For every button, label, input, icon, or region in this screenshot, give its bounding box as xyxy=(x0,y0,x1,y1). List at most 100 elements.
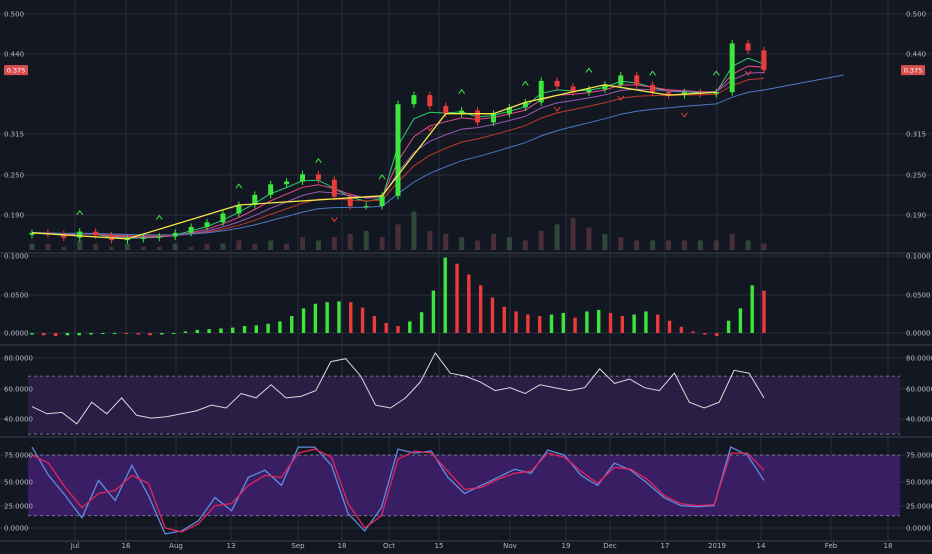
macd-histogram-bar xyxy=(514,311,518,333)
volume-bar xyxy=(411,211,417,250)
macd-histogram-bar xyxy=(537,316,542,333)
time-axis-label: 18 xyxy=(884,542,893,550)
macd-histogram-bar xyxy=(431,290,436,333)
time-axis-label: 17 xyxy=(661,542,670,550)
macd-histogram-bar xyxy=(101,333,105,334)
volume-bar xyxy=(459,237,465,250)
candle xyxy=(347,196,353,207)
fractal-down-marker xyxy=(553,106,561,112)
time-axis[interactable]: Jul 16 Aug 13 Sep 18 Oct 15 Nov 19 Dec 17 2019 14 Feb 1… xyxy=(70,542,893,550)
macd-histogram-bar xyxy=(478,285,483,333)
candle xyxy=(77,231,83,238)
moving-average-line xyxy=(31,74,844,236)
macd-histogram-bar xyxy=(573,317,577,333)
macd-histogram-bar xyxy=(372,316,377,333)
macd-histogram-bar xyxy=(136,333,140,335)
macd-histogram-bar xyxy=(278,321,282,333)
volume-bar xyxy=(93,243,99,250)
volume-bar xyxy=(156,246,162,250)
candle xyxy=(268,184,274,195)
price-tick-label-right: 0.440 xyxy=(906,51,926,59)
candle xyxy=(61,234,67,238)
candle xyxy=(586,89,592,93)
macd-histogram-bar xyxy=(490,297,495,333)
time-axis-label: 18 xyxy=(338,542,347,550)
time-axis-label: 13 xyxy=(227,542,236,550)
candle xyxy=(538,80,544,103)
fractal-up-marker xyxy=(155,214,163,220)
candle xyxy=(379,195,385,207)
macd-histogram-bar xyxy=(502,306,506,333)
time-axis-label: Jul xyxy=(70,542,80,550)
candle xyxy=(236,204,242,214)
volume-bar xyxy=(109,246,115,250)
panel-separators xyxy=(0,252,932,542)
macd-histogram-bar xyxy=(408,321,412,333)
candle xyxy=(140,237,146,239)
time-axis-label: 15 xyxy=(435,542,444,550)
last-price-badge-right: 0.375 xyxy=(901,65,925,76)
time-axis-label: 16 xyxy=(122,542,131,550)
macd-histogram-bar xyxy=(148,333,152,336)
candle xyxy=(729,43,735,93)
macd-histogram-bar xyxy=(171,333,176,334)
volume-bar xyxy=(745,240,751,250)
macd-histogram-bar xyxy=(65,333,70,336)
price-tick-label-right: 0.250 xyxy=(906,172,926,180)
macd-tick-label-left: 0.1000 xyxy=(4,253,29,261)
fractal-up-marker xyxy=(235,183,243,189)
time-axis-label: 19 xyxy=(562,542,571,550)
volume-bar xyxy=(395,224,401,250)
macd-tick-label-right: 0.1000 xyxy=(906,253,931,261)
macd-tick-label-left: 0.0500 xyxy=(4,292,29,300)
candle xyxy=(745,43,751,51)
stoch-band-fill xyxy=(28,455,900,516)
volume-bar xyxy=(538,230,544,250)
macd-histogram-bar xyxy=(160,333,164,335)
macd-tick-label-right: 0.0500 xyxy=(906,292,931,300)
macd-histogram-bar xyxy=(443,257,447,333)
rsi-tick-label-left: 40.0000 xyxy=(4,416,33,424)
rsi-band-fill xyxy=(28,376,900,435)
macd-histogram-bar xyxy=(419,312,424,333)
volume-bar xyxy=(331,237,337,250)
time-axis-label: 14 xyxy=(757,542,766,550)
stoch-tick-label-right: 75.0000 xyxy=(906,452,932,460)
macd-histogram-bar xyxy=(231,327,235,333)
volume-bar xyxy=(45,243,51,250)
fractal-up-marker xyxy=(585,67,593,73)
price-tick-label-left: 0.190 xyxy=(4,212,24,220)
macd-histogram-bar xyxy=(632,314,636,333)
volume-bar xyxy=(61,246,67,250)
candle xyxy=(172,232,178,237)
last-price-badge-left: 0.375 xyxy=(4,65,28,76)
macd-histogram-bar xyxy=(691,331,695,333)
price-tick-label-left: 0.315 xyxy=(4,131,24,139)
macd-histogram-bar xyxy=(325,302,329,333)
volume-bar xyxy=(729,234,735,250)
price-tick-label-right: 0.315 xyxy=(906,131,926,139)
price-axis[interactable]: 0.500 0.500 0.440 0.440 0.315 0.315 0.250 0.250… xyxy=(4,11,932,533)
macd-histogram-bar xyxy=(254,325,259,333)
price-tick-label-right: 0.190 xyxy=(906,212,926,220)
candle xyxy=(713,92,719,94)
last-price-bg xyxy=(901,65,925,76)
macd-histogram-bar xyxy=(620,316,625,333)
macd-histogram-bar xyxy=(679,326,684,333)
rsi-tick-label-right: 40.0000 xyxy=(906,416,932,424)
macd-histogram-bar xyxy=(762,290,766,333)
candle xyxy=(300,174,306,182)
macd-histogram-bar xyxy=(112,333,117,334)
last-price-bg xyxy=(4,65,28,76)
candle xyxy=(761,50,767,71)
rsi-tick-label-left: 60.0000 xyxy=(4,386,33,394)
macd-histogram-bar xyxy=(703,333,707,335)
macd-histogram-bar xyxy=(644,311,648,333)
volume-bar xyxy=(347,234,353,250)
macd-histogram-bar xyxy=(337,301,341,333)
volume-bar xyxy=(284,243,290,250)
candle xyxy=(602,84,608,90)
macd-histogram-bar xyxy=(585,311,589,333)
